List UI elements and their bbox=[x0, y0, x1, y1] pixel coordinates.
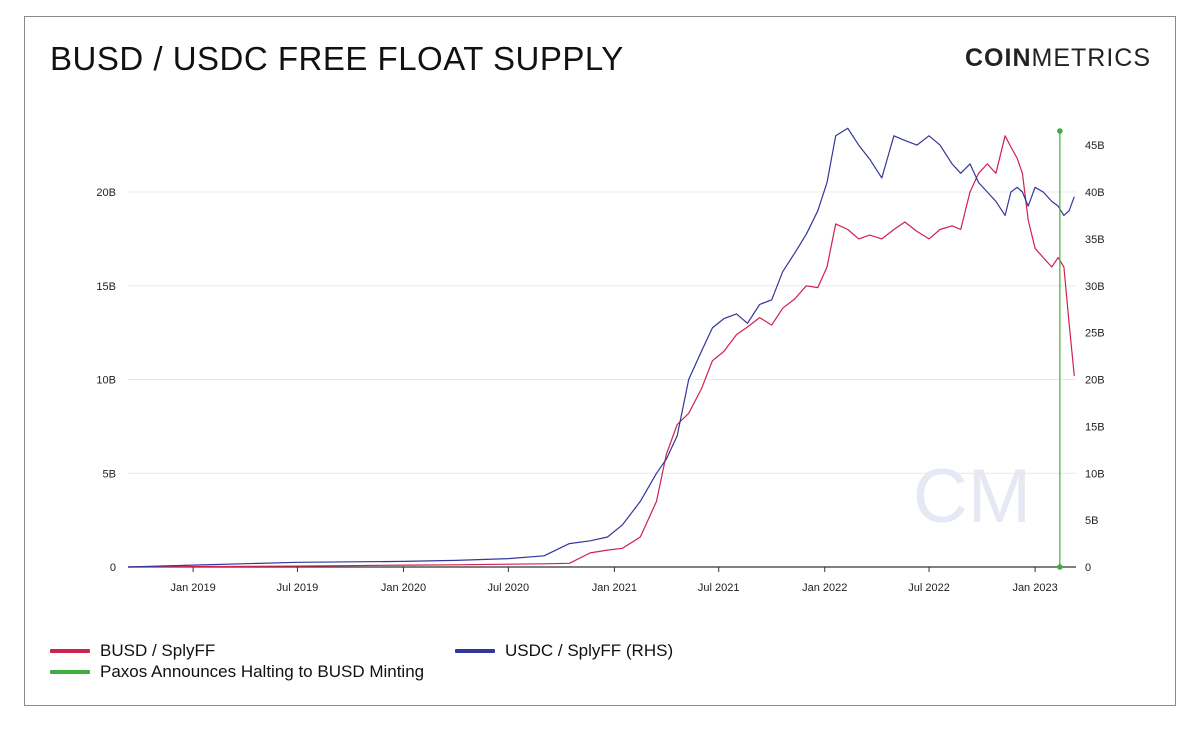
y-right-tick-label: 30B bbox=[1085, 281, 1105, 293]
legend-label-usdc: USDC / SplyFF (RHS) bbox=[505, 641, 674, 660]
y-right-tick-label: 5B bbox=[1085, 515, 1098, 527]
legend-label-busd: BUSD / SplyFF bbox=[100, 641, 216, 660]
legend-swatch-paxos-event bbox=[50, 670, 90, 674]
y-right-tick-label: 35B bbox=[1085, 234, 1105, 246]
y-left-tick-label: 0 bbox=[110, 562, 116, 574]
axes: 0 5B 10B 15B 20B 0 5B 10B 15B 20B 25B 30B 35B 40B 45B J… bbox=[96, 140, 1104, 594]
x-tick-label: Jul 2020 bbox=[488, 582, 530, 594]
legend-swatch-busd bbox=[50, 649, 90, 653]
y-right-tick-label: 0 bbox=[1085, 562, 1091, 574]
y-left-tick-label: 20B bbox=[96, 187, 116, 199]
x-tick-label: Jul 2021 bbox=[698, 582, 740, 594]
x-tick-label: Jan 2022 bbox=[802, 582, 847, 594]
x-tick-label: Jan 2020 bbox=[381, 582, 426, 594]
legend-label-paxos-event: Paxos Announces Halting to BUSD Minting bbox=[100, 662, 425, 681]
brand-logo-bold: COIN bbox=[965, 44, 1032, 72]
grid-lines bbox=[128, 191, 1076, 474]
series bbox=[127, 127, 1075, 568]
series-line-busd bbox=[127, 135, 1075, 568]
legend-item-busd[interactable]: BUSD / SplyFF bbox=[50, 641, 215, 661]
x-tick-label: Jul 2022 bbox=[908, 582, 950, 594]
annotations bbox=[1057, 128, 1063, 570]
x-tick-label: Jan 2021 bbox=[592, 582, 637, 594]
legend-item-usdc[interactable]: USDC / SplyFF (RHS) bbox=[455, 641, 673, 661]
watermark-text: CM bbox=[913, 454, 1031, 539]
y-left-tick-label: 5B bbox=[103, 468, 116, 480]
event-marker-top bbox=[1057, 128, 1063, 134]
x-tick-label: Jul 2019 bbox=[277, 582, 319, 594]
brand-logo-light: METRICS bbox=[1031, 44, 1151, 72]
chart-title: BUSD / USDC FREE FLOAT SUPPLY bbox=[50, 40, 624, 77]
series-line-usdc bbox=[127, 127, 1075, 568]
chart-frame bbox=[24, 16, 1176, 706]
event-marker-bottom bbox=[1057, 564, 1063, 570]
y-right-tick-label: 20B bbox=[1085, 375, 1105, 387]
y-right-tick-label: 45B bbox=[1085, 140, 1105, 152]
x-tick-label: Jan 2019 bbox=[170, 582, 215, 594]
watermark: CM bbox=[913, 454, 1031, 539]
y-right-tick-label: 10B bbox=[1085, 468, 1105, 480]
legend-item-paxos-event[interactable]: Paxos Announces Halting to BUSD Minting bbox=[50, 662, 424, 682]
y-left-tick-label: 15B bbox=[96, 281, 116, 293]
y-right-tick-label: 15B bbox=[1085, 421, 1105, 433]
y-right-tick-label: 25B bbox=[1085, 328, 1105, 340]
y-right-tick-label: 40B bbox=[1085, 187, 1105, 199]
y-left-tick-label: 10B bbox=[96, 375, 116, 387]
legend-swatch-usdc bbox=[455, 649, 495, 653]
x-tick-label: Jan 2023 bbox=[1012, 582, 1057, 594]
brand-logo: COINMETRICS bbox=[965, 44, 1151, 73]
